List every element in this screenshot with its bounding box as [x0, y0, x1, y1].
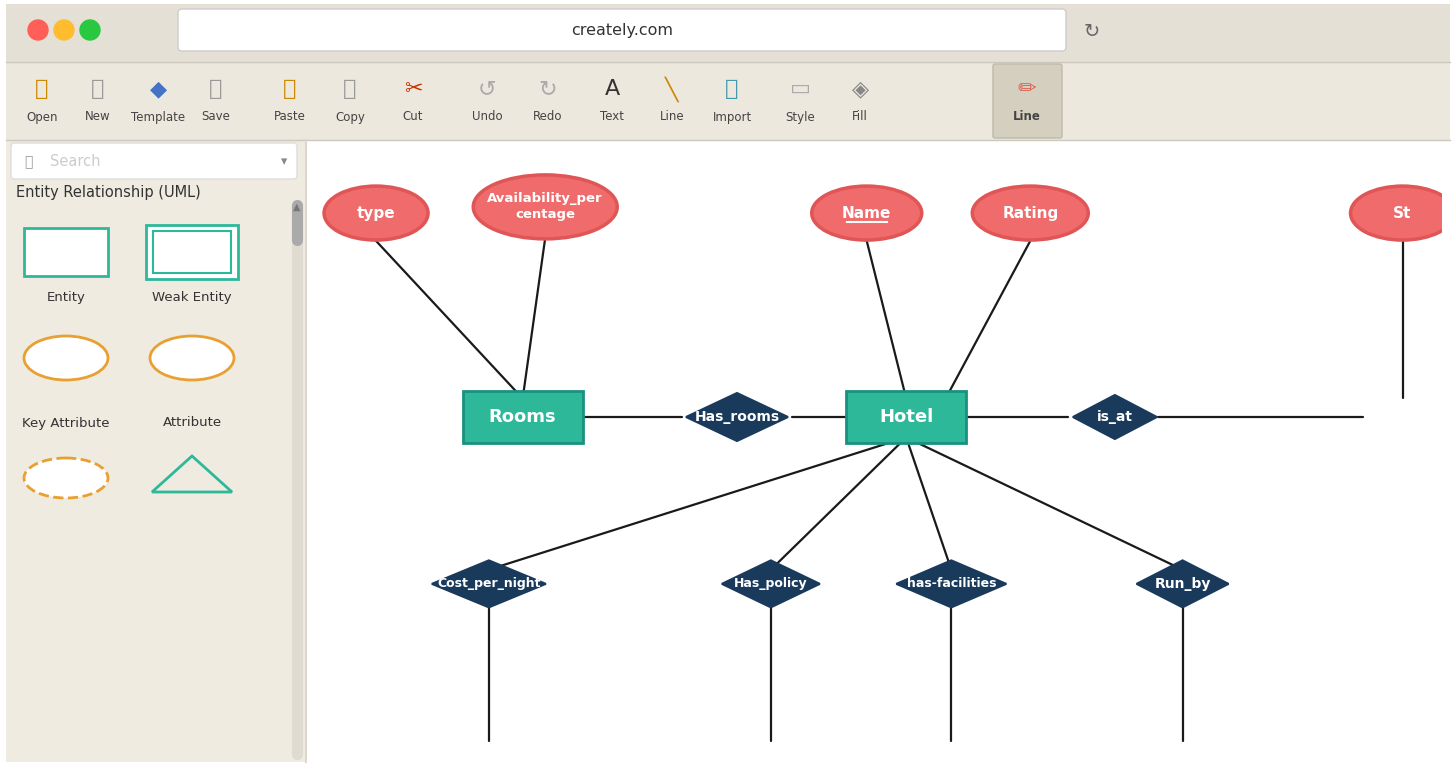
Bar — [153, 231, 232, 273]
Text: 💾: 💾 — [210, 79, 223, 99]
Text: Cost_per_night: Cost_per_night — [437, 578, 540, 591]
Bar — [6, 40, 1450, 62]
Text: creately.com: creately.com — [571, 24, 673, 38]
Text: Paste: Paste — [274, 111, 306, 123]
Text: 🔍: 🔍 — [23, 155, 32, 169]
Polygon shape — [1137, 561, 1229, 608]
Text: Hotel: Hotel — [879, 408, 933, 426]
Text: Name: Name — [842, 206, 891, 220]
Ellipse shape — [325, 186, 428, 240]
Text: 📄: 📄 — [92, 79, 105, 99]
Text: ▾: ▾ — [281, 156, 287, 169]
Text: ↺: ↺ — [478, 79, 496, 99]
Bar — [463, 391, 582, 443]
Text: 📄: 📄 — [344, 79, 357, 99]
Bar — [846, 391, 967, 443]
Bar — [6, 62, 1450, 140]
Text: Line: Line — [1013, 111, 1041, 123]
Text: ◆: ◆ — [150, 79, 166, 99]
Text: Line: Line — [660, 111, 684, 123]
Text: Style: Style — [785, 111, 815, 123]
Text: A: A — [604, 79, 620, 99]
Text: has-facilities: has-facilities — [907, 578, 996, 591]
Text: 📋: 📋 — [284, 79, 297, 99]
Text: Entity Relationship (UML): Entity Relationship (UML) — [16, 185, 201, 199]
FancyBboxPatch shape — [6, 4, 1450, 62]
Text: Weak Entity: Weak Entity — [153, 292, 232, 304]
Text: Has_policy: Has_policy — [734, 578, 808, 591]
Text: New: New — [86, 111, 111, 123]
Text: Template: Template — [131, 111, 185, 123]
Text: Rooms: Rooms — [489, 408, 556, 426]
Ellipse shape — [150, 336, 234, 380]
Text: Undo: Undo — [472, 111, 502, 123]
Circle shape — [54, 20, 74, 40]
Polygon shape — [686, 393, 788, 441]
Text: ↻: ↻ — [539, 79, 558, 99]
Text: ▭: ▭ — [789, 79, 811, 99]
Text: Key Attribute: Key Attribute — [22, 417, 109, 430]
Ellipse shape — [812, 186, 922, 240]
Text: ╲: ╲ — [665, 76, 678, 102]
Bar — [146, 225, 237, 279]
Text: ✂: ✂ — [403, 79, 422, 99]
Text: Availability_per
centage: Availability_per centage — [488, 192, 603, 222]
Circle shape — [28, 20, 48, 40]
FancyBboxPatch shape — [178, 9, 1066, 51]
Text: Save: Save — [201, 111, 230, 123]
Polygon shape — [897, 561, 1006, 608]
Ellipse shape — [23, 336, 108, 380]
Text: is_at: is_at — [1096, 410, 1133, 424]
Text: Rating: Rating — [1002, 206, 1059, 220]
Text: St: St — [1393, 206, 1412, 220]
Text: Search: Search — [50, 155, 100, 169]
FancyBboxPatch shape — [12, 143, 297, 179]
Text: type: type — [357, 206, 396, 220]
Polygon shape — [1073, 395, 1158, 439]
Text: Import: Import — [712, 111, 751, 123]
Text: Open: Open — [26, 111, 58, 123]
Ellipse shape — [1351, 186, 1455, 240]
Text: ↻: ↻ — [1083, 22, 1101, 41]
Polygon shape — [432, 561, 546, 608]
Ellipse shape — [973, 186, 1088, 240]
Text: Text: Text — [600, 111, 625, 123]
Circle shape — [80, 20, 100, 40]
Text: Entity: Entity — [47, 292, 86, 304]
Text: Fill: Fill — [852, 111, 868, 123]
Bar — [314, 142, 1441, 760]
Text: Has_rooms: Has_rooms — [695, 410, 779, 424]
Bar — [23, 228, 108, 276]
Text: ◈: ◈ — [852, 79, 869, 99]
Text: Cut: Cut — [403, 111, 424, 123]
FancyBboxPatch shape — [993, 64, 1061, 138]
Bar — [6, 140, 306, 762]
Text: Attribute: Attribute — [163, 417, 221, 430]
Ellipse shape — [23, 458, 108, 498]
Text: ▲: ▲ — [293, 202, 301, 212]
Text: ✏: ✏ — [1018, 79, 1037, 99]
Text: 📁: 📁 — [35, 79, 48, 99]
Polygon shape — [722, 561, 820, 608]
Text: 🏔: 🏔 — [725, 79, 738, 99]
Text: Run_by: Run_by — [1155, 577, 1211, 591]
Text: Redo: Redo — [533, 111, 563, 123]
Ellipse shape — [473, 175, 617, 239]
Text: Copy: Copy — [335, 111, 365, 123]
